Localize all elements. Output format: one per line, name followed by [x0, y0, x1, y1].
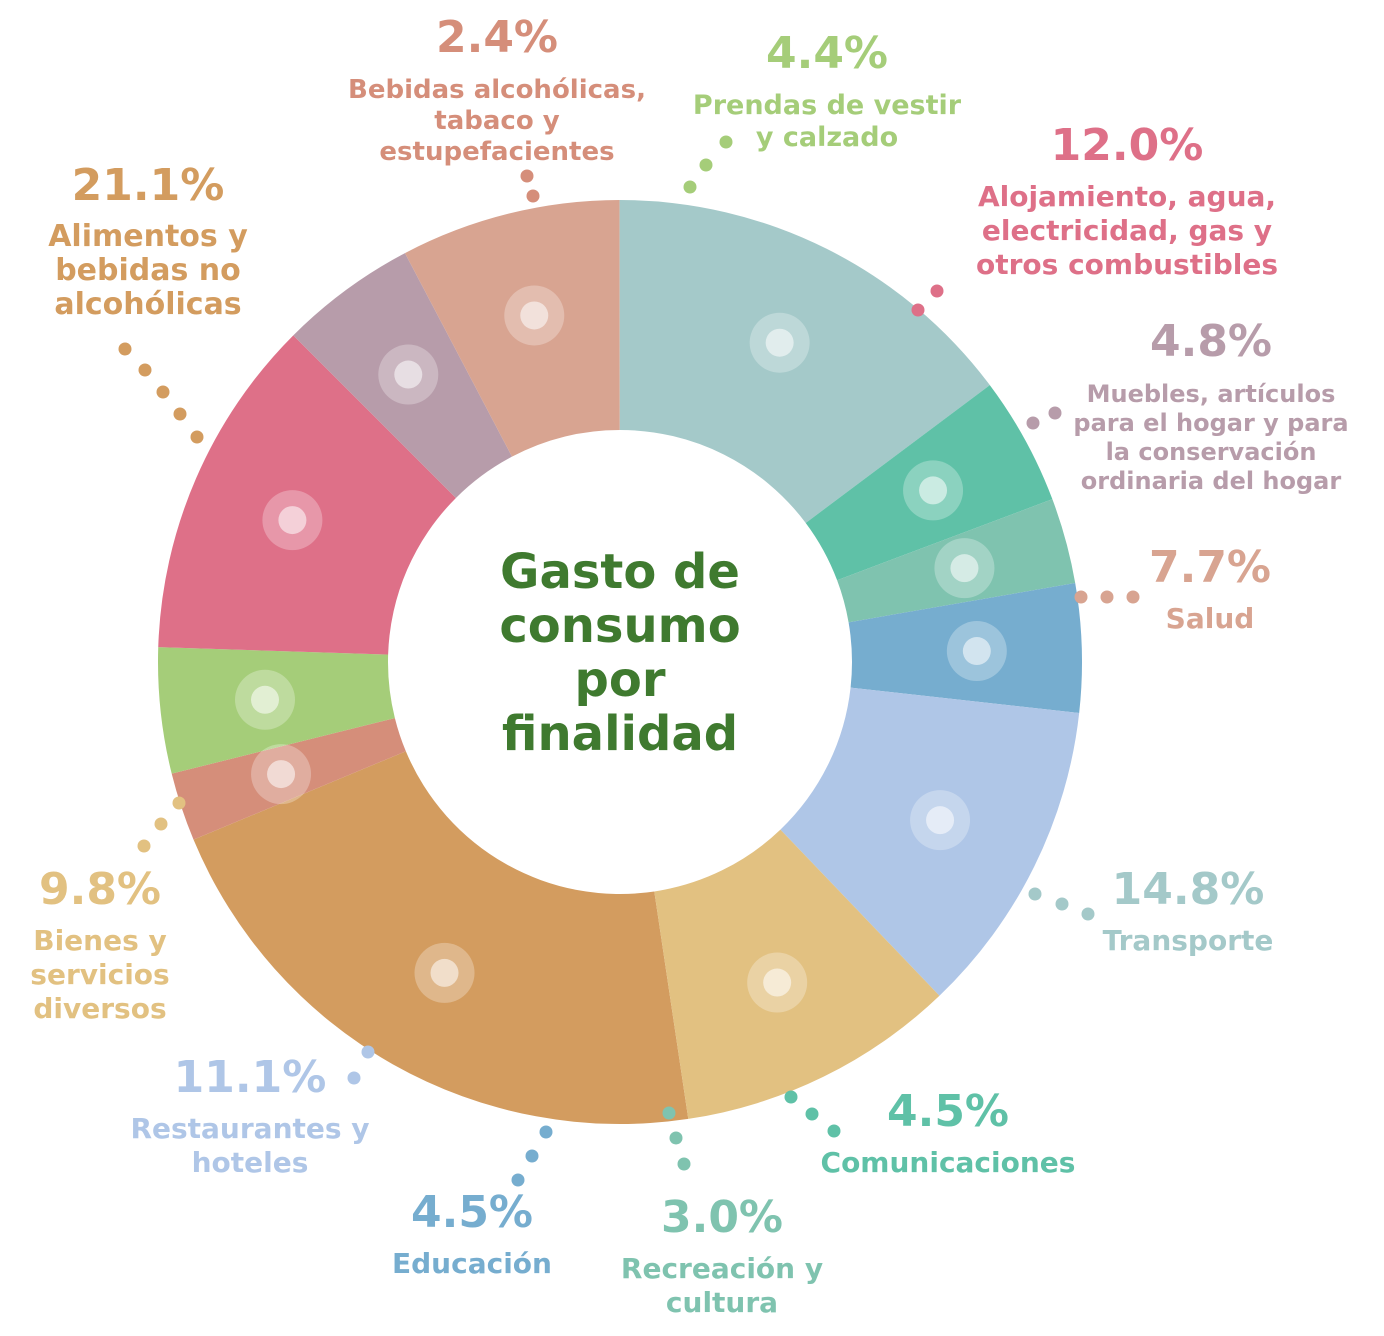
- slice-label: para el hogar y para: [1073, 409, 1348, 437]
- leader-dot: [172, 796, 186, 810]
- slice-label: cultura: [666, 1286, 778, 1319]
- guitar-ball-icon: [934, 538, 995, 599]
- slice-5: [404, 200, 620, 457]
- slice-label: la conservación: [1106, 438, 1317, 466]
- slice-10: [780, 687, 1080, 996]
- leader-dot: [118, 342, 132, 356]
- phone-icon: [903, 460, 964, 521]
- clothing-icon: [235, 669, 296, 730]
- slice-label: alcohólicas: [54, 287, 241, 322]
- leader-dot: [526, 189, 540, 203]
- slice-percentage: 4.4%: [766, 28, 888, 79]
- leader-dot: [511, 1173, 525, 1187]
- leader-dot: [1055, 897, 1069, 911]
- leader-dot: [930, 284, 944, 298]
- slice-percentage: 2.4%: [436, 12, 558, 63]
- leader-dot: [1100, 590, 1114, 604]
- leader-dot: [805, 1107, 819, 1121]
- slice-label: Educación: [392, 1247, 552, 1280]
- slice-percentage: 12.0%: [1051, 120, 1204, 171]
- slice-label: Bebidas alcohólicas,: [348, 75, 646, 105]
- leader-dot: [1048, 406, 1062, 420]
- slice-percentage: 14.8%: [1112, 864, 1265, 915]
- center-title-line: por: [574, 652, 665, 708]
- sofa-oven-icon: [378, 344, 439, 405]
- slice-label: Alimentos y: [48, 219, 248, 254]
- leader-dot: [1074, 590, 1088, 604]
- leader-dot: [154, 817, 168, 831]
- slice-label: Alojamiento, agua,: [978, 180, 1276, 213]
- slice-percentage: 4.5%: [887, 1086, 1009, 1137]
- slice-label: hoteles: [192, 1146, 309, 1179]
- slice-percentage: 9.8%: [39, 864, 161, 915]
- slice-label: y calzado: [756, 122, 898, 153]
- slice-percentage: 4.8%: [1150, 316, 1272, 367]
- leader-dot: [1028, 887, 1042, 901]
- bottle-icon: [251, 744, 312, 805]
- books-icon: [946, 621, 1007, 682]
- slice-percentage: 3.0%: [661, 1192, 783, 1243]
- leader-dot: [190, 430, 204, 444]
- leader-dot: [683, 180, 697, 194]
- slice-label: Bienes y: [33, 924, 167, 957]
- slice-label: ordinaria del hogar: [1081, 467, 1342, 495]
- leader-dot: [719, 135, 733, 149]
- slice-label: Salud: [1166, 602, 1255, 635]
- leader-dot: [173, 407, 187, 421]
- bus-icon: [749, 312, 810, 373]
- slice-label: Restaurantes y: [130, 1112, 369, 1145]
- slice-label: bebidas no: [55, 253, 241, 288]
- slice-percentage: 7.7%: [1149, 542, 1271, 593]
- center-title-line: finalidad: [502, 706, 738, 762]
- slice-percentage: 21.1%: [72, 160, 225, 211]
- slice-label: Comunicaciones: [821, 1146, 1076, 1179]
- shopping-cart-icon: [414, 942, 475, 1003]
- slice-0: [193, 751, 689, 1124]
- slice-label: servicios: [30, 958, 169, 991]
- hotel-icon: [910, 790, 971, 851]
- leader-dot: [662, 1106, 676, 1120]
- leader-dot: [520, 169, 534, 183]
- leader-dot: [525, 1149, 539, 1163]
- slice-label: tabaco y: [434, 106, 559, 136]
- slice-2: [158, 647, 395, 774]
- slice-label: Transporte: [1103, 924, 1274, 957]
- slice-3: [158, 335, 456, 655]
- leader-dot: [911, 303, 925, 317]
- slice-label: Muebles, artículos: [1087, 380, 1336, 408]
- center-title-line: consumo: [499, 598, 740, 654]
- leader-dot: [138, 363, 152, 377]
- slice-label: electricidad, gas y: [982, 214, 1272, 247]
- slice-label: diversos: [33, 992, 166, 1025]
- leader-dot: [699, 158, 713, 172]
- center-title-line: Gasto de: [500, 544, 740, 600]
- leader-dot: [1126, 590, 1140, 604]
- slice-label: Recreación y: [621, 1252, 823, 1285]
- leader-dot: [677, 1157, 691, 1171]
- leader-dot: [827, 1124, 841, 1138]
- leader-dot: [137, 839, 151, 853]
- building-utilities-icon: [262, 490, 323, 551]
- stethoscope-icon: [504, 285, 565, 346]
- leader-dot: [669, 1131, 683, 1145]
- leader-dot: [1026, 416, 1040, 430]
- slice-label: estupefacientes: [379, 137, 614, 167]
- leader-dot: [539, 1125, 553, 1139]
- leader-dot: [347, 1071, 361, 1085]
- leader-dot: [1081, 907, 1095, 921]
- slice-label: otros combustibles: [976, 248, 1278, 281]
- leader-dot: [784, 1090, 798, 1104]
- slice-label: Prendas de vestir: [693, 90, 962, 121]
- slice-11: [654, 829, 940, 1119]
- leader-dot: [361, 1045, 375, 1059]
- leader-dot: [156, 385, 170, 399]
- slice-6: [619, 200, 990, 523]
- slice-percentage: 4.5%: [411, 1187, 533, 1238]
- paint-bucket-icon: [747, 952, 808, 1013]
- slice-percentage: 11.1%: [174, 1052, 327, 1103]
